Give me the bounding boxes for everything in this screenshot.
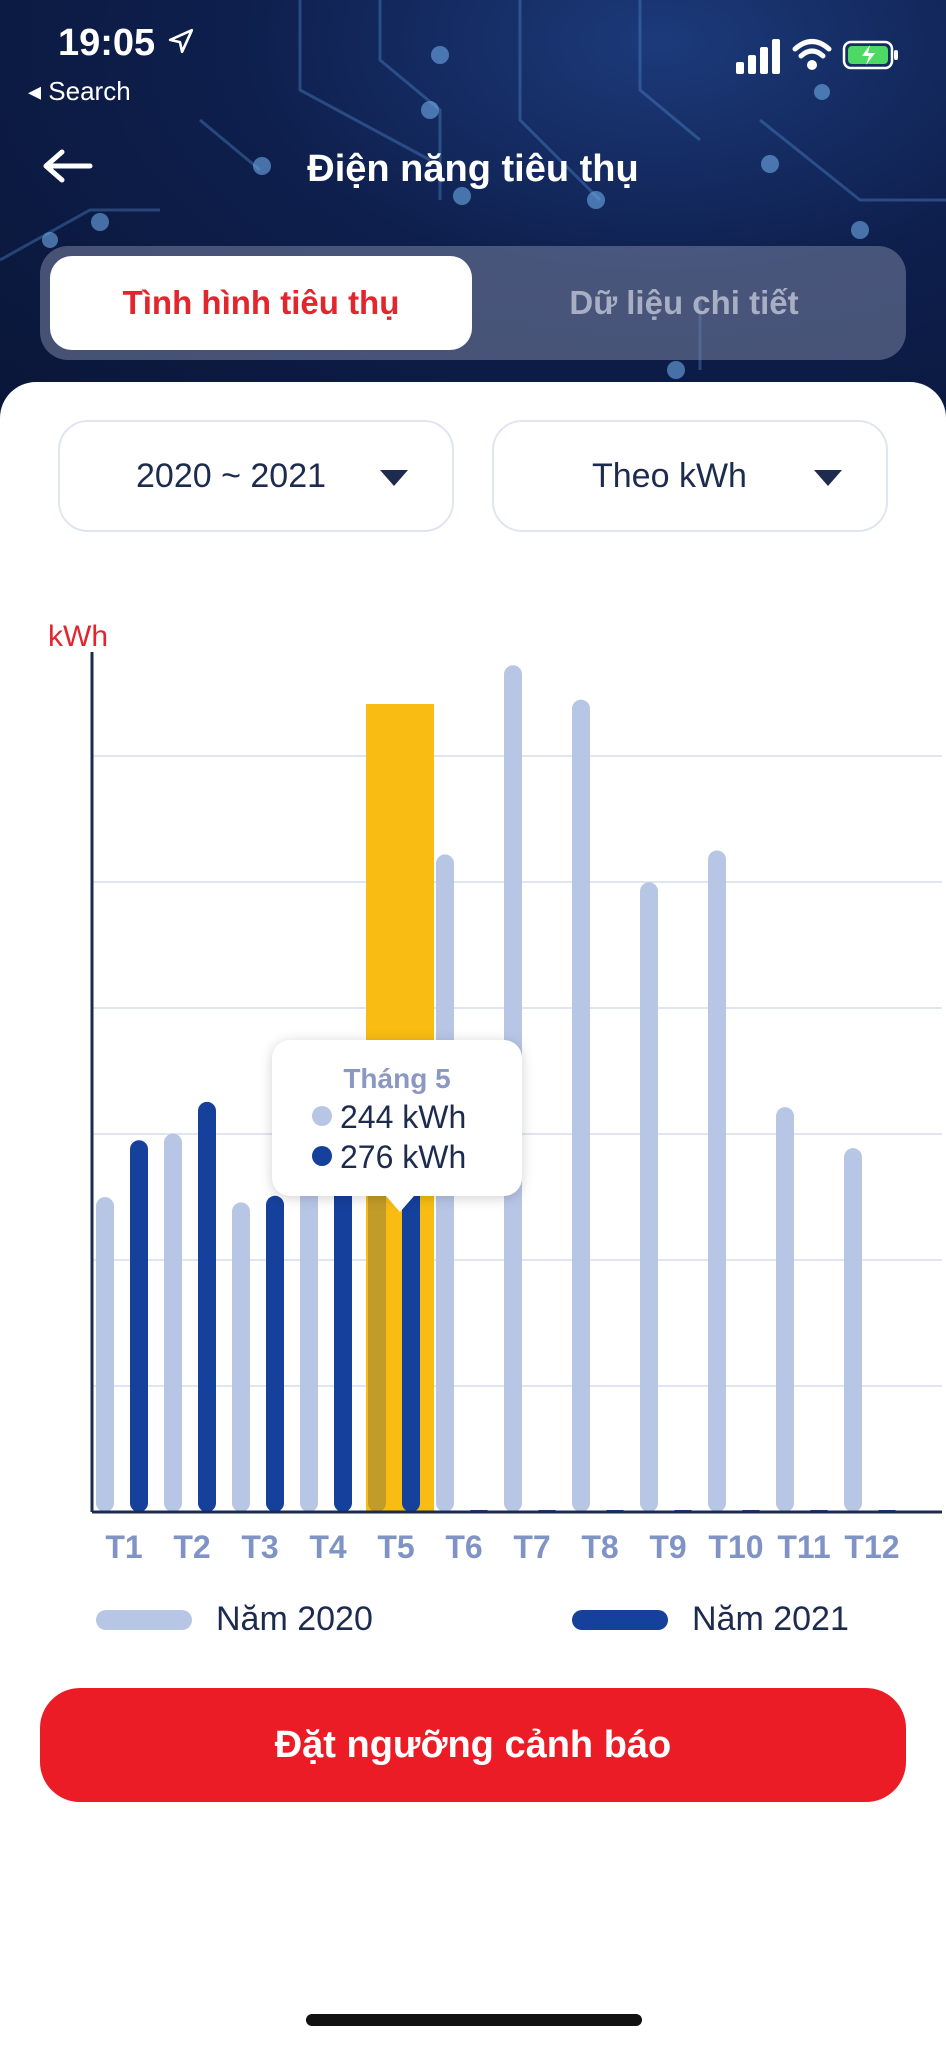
- status-time: 19:05: [58, 22, 156, 64]
- bar-t3-2020[interactable]: [232, 1202, 250, 1512]
- circuit-pattern: [0, 0, 946, 379]
- tooltip-value-2020: 244 kWh: [340, 1099, 466, 1135]
- back-arrow-icon[interactable]: [42, 146, 94, 186]
- bar-t5-2020[interactable]: [368, 1189, 386, 1512]
- bar-t8-2020[interactable]: [572, 699, 590, 1512]
- x-tick-t3: T3: [241, 1529, 278, 1560]
- tooltip-title: Tháng 5: [343, 1063, 450, 1094]
- tooltip-pointer: [386, 1196, 414, 1212]
- x-tick-t2: T2: [173, 1529, 210, 1560]
- tooltip-value-2021: 276 kWh: [340, 1139, 466, 1175]
- bar-t3-2021[interactable]: [266, 1195, 284, 1512]
- tab-consumption-overview[interactable]: Tình hình tiêu thụ: [50, 256, 472, 350]
- bar-t5-2021[interactable]: [402, 1146, 420, 1512]
- bar-t4-2020[interactable]: [300, 1187, 318, 1512]
- back-to-app-link[interactable]: ◂ Search: [28, 76, 131, 106]
- chevron-down-icon: [814, 470, 842, 486]
- legend-item-2020: Năm 2020: [96, 1600, 373, 1639]
- cellular-signal-icon: [736, 39, 780, 74]
- x-tick-t4: T4: [309, 1529, 347, 1560]
- home-indicator: [306, 2014, 642, 2026]
- x-tick-t10: T10: [708, 1529, 763, 1560]
- x-tick-t8: T8: [581, 1529, 618, 1560]
- page-title: Điện năng tiêu thụ: [307, 148, 639, 190]
- wifi-icon: [792, 39, 832, 70]
- year-range-value: 2020 ~ 2021: [136, 456, 327, 495]
- x-tick-t11: T11: [777, 1529, 830, 1560]
- bar-t11-2020[interactable]: [776, 1107, 794, 1512]
- battery-charging-icon: [842, 40, 898, 70]
- set-alert-threshold-button[interactable]: Đặt ngưỡng cảnh báo: [40, 1688, 906, 1802]
- chevron-down-icon: [380, 470, 408, 486]
- x-tick-t9: T9: [649, 1529, 686, 1560]
- bar-t2-2020[interactable]: [164, 1133, 182, 1512]
- x-tick-t7: T7: [513, 1529, 550, 1560]
- location-arrow-icon: [168, 28, 194, 54]
- consumption-bar-chart[interactable]: kWh T1 T2 T3 T4 T5 T6 T7 T8 T9 T10 T11 T12 Tháng 5 …: [0, 600, 946, 1560]
- legend-swatch-2020: [96, 1609, 192, 1630]
- x-tick-labels: T1 T2 T3 T4 T5 T6 T7 T8 T9 T10 T11 T12: [105, 1529, 899, 1560]
- chart-tooltip: Tháng 5 244 kWh 276 kWh: [272, 1040, 522, 1212]
- header-background: 19:05 ◂ Search Điện năng tiêu thụ Tình h…: [0, 0, 946, 420]
- tab-detailed-data[interactable]: Dữ liệu chi tiết: [569, 284, 799, 321]
- status-bar: 19:05 ◂ Search: [0, 0, 946, 120]
- unit-dropdown[interactable]: Theo kWh: [492, 420, 888, 532]
- bar-t10-2020[interactable]: [708, 850, 726, 1512]
- tooltip-dot-2020: [312, 1106, 332, 1126]
- legend-label-2020: Năm 2020: [216, 1600, 373, 1638]
- legend-label-2021: Năm 2021: [692, 1600, 849, 1638]
- x-tick-t1: T1: [105, 1529, 142, 1560]
- y-axis-label: kWh: [48, 620, 108, 653]
- legend-swatch-2021: [572, 1609, 668, 1630]
- x-tick-t6: T6: [445, 1529, 482, 1560]
- tooltip-box: [272, 1040, 522, 1196]
- legend-item-2021: Năm 2021: [572, 1600, 849, 1639]
- x-tick-t12: T12: [844, 1529, 899, 1560]
- bar-t2-2021[interactable]: [198, 1101, 216, 1512]
- bar-t1-2021[interactable]: [130, 1140, 148, 1512]
- x-tick-t5: T5: [377, 1529, 414, 1560]
- bar-t12-2020[interactable]: [844, 1148, 862, 1512]
- year-range-dropdown[interactable]: 2020 ~ 2021: [58, 420, 454, 532]
- bar-t1-2020[interactable]: [96, 1197, 114, 1512]
- bar-t9-2020[interactable]: [640, 882, 658, 1512]
- tooltip-dot-2021: [312, 1146, 332, 1166]
- unit-value: Theo kWh: [592, 456, 747, 495]
- bar-t4-2021[interactable]: [334, 1164, 352, 1512]
